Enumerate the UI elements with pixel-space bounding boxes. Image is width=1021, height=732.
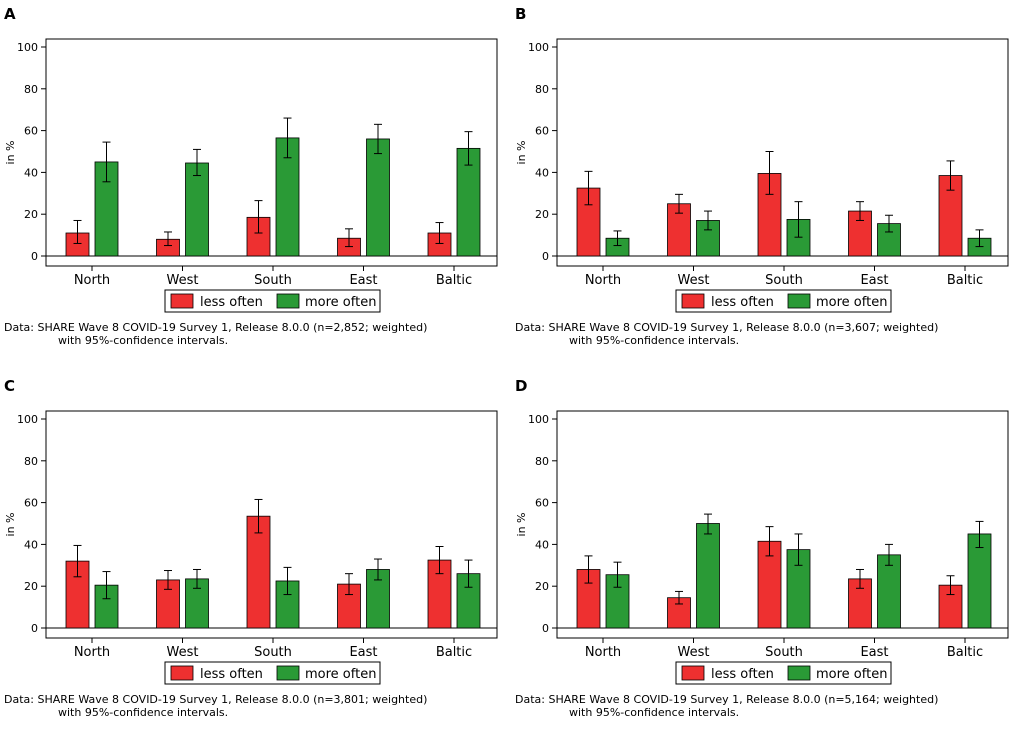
bar-more-often-west [696, 523, 720, 629]
x-tick-label-west: West [167, 645, 199, 660]
x-tick-label-north: North [585, 645, 621, 660]
chart-panel-a: A 0 20 40 60 80 100 in % North West South East Balti… [0, 0, 510, 360]
plot-frame [45, 38, 498, 267]
x-tick-label-south: South [254, 273, 292, 288]
legend-box [164, 289, 381, 313]
bar-more-often-west [185, 162, 209, 257]
y-tick-label: 60 [535, 125, 549, 138]
chart-panel-d: D 0 20 40 60 80 100 in % North West South East Balti… [511, 372, 1021, 732]
legend-label-more-often: more often [816, 667, 887, 682]
y-axis-label: in % [4, 513, 17, 537]
y-tick-label: 40 [535, 538, 549, 551]
footnote-source: Data: SHARE Wave 8 COVID-19 Survey 1, Re… [4, 321, 427, 334]
legend-label-less-often: less often [711, 295, 774, 310]
x-tick-label-south: South [254, 645, 292, 660]
footnote-ci: with 95%-confidence intervals. [58, 334, 228, 347]
x-tick-label-west: West [678, 273, 710, 288]
legend-label-less-often: less often [200, 295, 263, 310]
y-tick-label: 0 [31, 622, 38, 635]
legend-label-less-often: less often [711, 667, 774, 682]
chart-svg-c: C 0 20 40 60 80 100 in % North West South East Balti… [4, 377, 498, 719]
legend-swatch-more-often [787, 665, 811, 681]
chart-panel-b: B 0 20 40 60 80 100 in % North West South East Balti… [511, 0, 1021, 360]
y-tick-label: 60 [535, 497, 549, 510]
y-tick-label: 100 [528, 41, 549, 54]
y-tick-label: 100 [17, 413, 38, 426]
plot-frame [556, 410, 1009, 639]
y-tick-label: 0 [542, 622, 549, 635]
footnote-source: Data: SHARE Wave 8 COVID-19 Survey 1, Re… [4, 693, 427, 706]
x-tick-label-south: South [765, 273, 803, 288]
legend-swatch-less-often [681, 293, 705, 309]
y-tick-label: 80 [535, 83, 549, 96]
panel-label: C [4, 377, 15, 395]
chart-svg-a: A 0 20 40 60 80 100 in % North West South East Balti… [4, 5, 498, 347]
chart-svg-b: B 0 20 40 60 80 100 in % North West South East Balti… [515, 5, 1009, 347]
x-tick-label-east: East [349, 645, 377, 660]
y-tick-label: 40 [24, 538, 38, 551]
y-tick-label: 20 [24, 580, 38, 593]
x-tick-label-west: West [678, 645, 710, 660]
footnote-ci: with 95%-confidence intervals. [569, 706, 739, 719]
bar-more-often-baltic [967, 533, 992, 629]
legend-box [164, 661, 381, 685]
panel-label: A [4, 5, 16, 23]
legend-swatch-more-often [276, 293, 300, 309]
y-tick-label: 60 [24, 125, 38, 138]
chart-panel-c: C 0 20 40 60 80 100 in % North West South East Balti… [0, 372, 510, 732]
x-tick-label-south: South [765, 645, 803, 660]
y-tick-label: 100 [528, 413, 549, 426]
bar-more-often-east [877, 554, 901, 629]
y-tick-label: 20 [535, 580, 549, 593]
bar-more-often-east [366, 138, 390, 257]
footnote-ci: with 95%-confidence intervals. [569, 334, 739, 347]
legend-label-more-often: more often [305, 667, 376, 682]
y-tick-label: 40 [24, 166, 38, 179]
x-tick-label-east: East [349, 273, 377, 288]
y-axis-label: in % [515, 513, 528, 537]
x-tick-label-east: East [860, 645, 888, 660]
y-tick-label: 80 [24, 83, 38, 96]
y-tick-label: 40 [535, 166, 549, 179]
x-tick-label-baltic: Baltic [436, 273, 472, 288]
x-tick-label-east: East [860, 273, 888, 288]
x-tick-label-north: North [74, 273, 110, 288]
legend-swatch-more-often [276, 665, 300, 681]
legend-box [675, 661, 892, 685]
y-tick-label: 20 [24, 208, 38, 221]
panel-label: D [515, 377, 527, 395]
legend-swatch-less-often [170, 665, 194, 681]
legend-label-less-often: less often [200, 667, 263, 682]
panel-label: B [515, 5, 526, 23]
y-tick-label: 80 [535, 455, 549, 468]
y-tick-label: 0 [31, 250, 38, 263]
plot-frame [45, 410, 498, 639]
x-tick-label-baltic: Baltic [947, 645, 983, 660]
legend-label-more-often: more often [816, 295, 887, 310]
y-tick-label: 0 [542, 250, 549, 263]
y-tick-label: 20 [535, 208, 549, 221]
x-tick-label-north: North [585, 273, 621, 288]
footnote-source: Data: SHARE Wave 8 COVID-19 Survey 1, Re… [515, 693, 938, 706]
x-tick-label-west: West [167, 273, 199, 288]
plot-frame [556, 38, 1009, 267]
legend-swatch-less-often [170, 293, 194, 309]
footnote-ci: with 95%-confidence intervals. [58, 706, 228, 719]
x-tick-label-north: North [74, 645, 110, 660]
legend-swatch-more-often [787, 293, 811, 309]
y-tick-label: 60 [24, 497, 38, 510]
x-tick-label-baltic: Baltic [947, 273, 983, 288]
footnote-source: Data: SHARE Wave 8 COVID-19 Survey 1, Re… [515, 321, 938, 334]
y-axis-label: in % [4, 141, 17, 165]
y-axis-label: in % [515, 141, 528, 165]
y-tick-label: 100 [17, 41, 38, 54]
legend-label-more-often: more often [305, 295, 376, 310]
legend-box [675, 289, 892, 313]
x-tick-label-baltic: Baltic [436, 645, 472, 660]
chart-svg-d: D 0 20 40 60 80 100 in % North West South East Balti… [515, 377, 1009, 719]
y-tick-label: 80 [24, 455, 38, 468]
legend-swatch-less-often [681, 665, 705, 681]
